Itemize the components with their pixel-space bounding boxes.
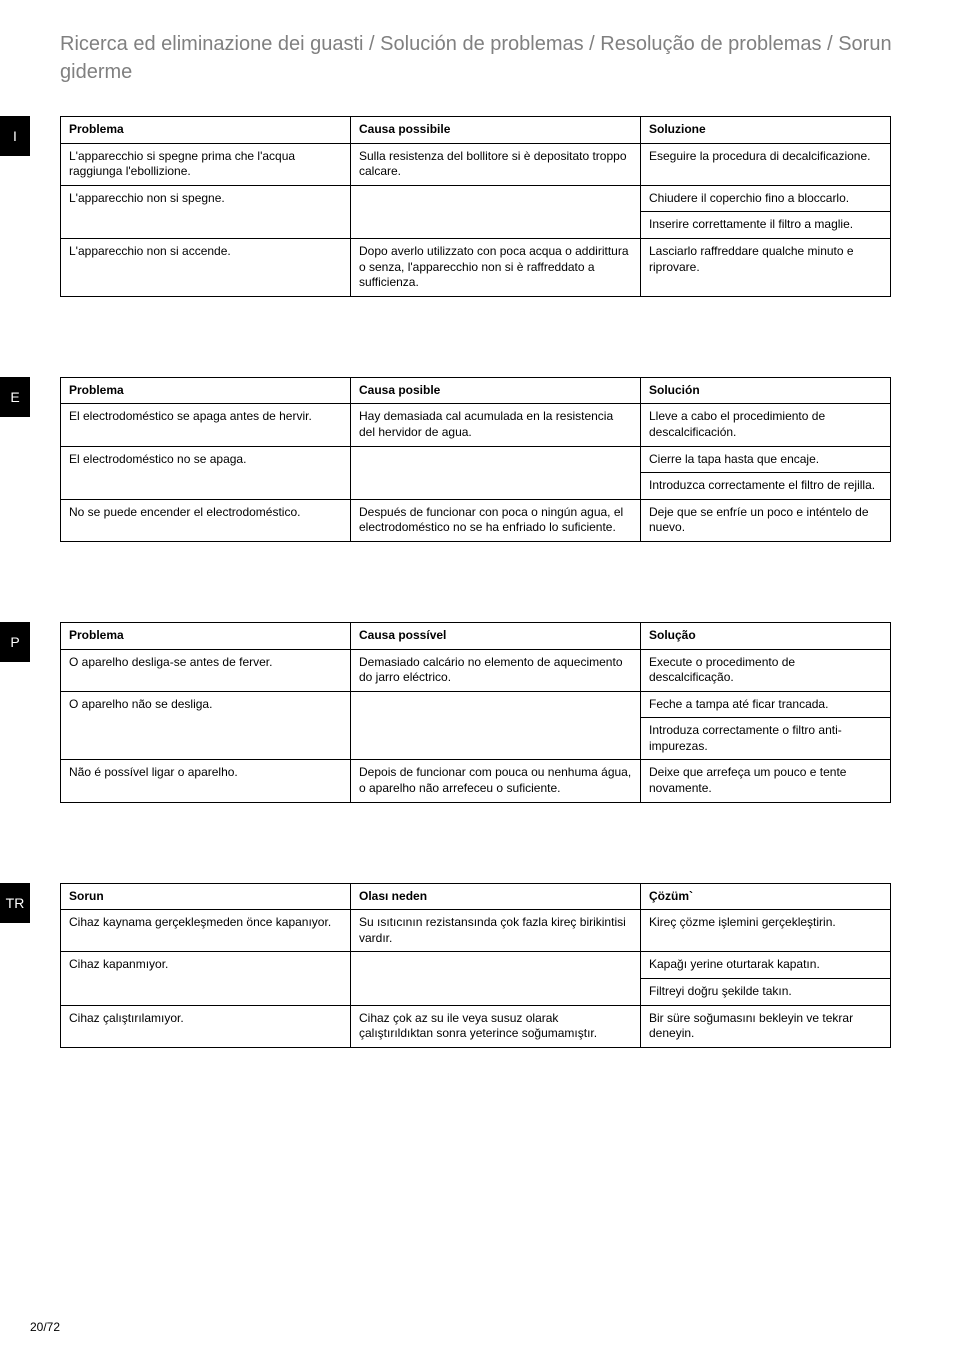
table-header: Causa posible (351, 377, 641, 404)
troubleshooting-section: TR SorunOlası nedenÇözüm` Cihaz kaynama ge… (0, 883, 894, 1048)
table-cell: Dopo averlo utilizzato con poca acqua o … (351, 238, 641, 296)
table-row: O aparelho não se desliga.Feche a tampa … (61, 691, 891, 718)
table-cell: Deixe que arrefeça um pouco e tente nova… (641, 760, 891, 802)
table-cell (351, 185, 641, 238)
table-cell (351, 691, 641, 760)
table-cell: No se puede encender el electrodoméstico… (61, 499, 351, 541)
table-cell: O aparelho desliga-se antes de ferver. (61, 649, 351, 691)
table-cell: Depois de funcionar com pouca ou nenhuma… (351, 760, 641, 802)
table-row: Não é possível ligar o aparelho.Depois d… (61, 760, 891, 802)
language-tab: TR (0, 883, 30, 923)
table-row: Cihaz kaynama gerçekleşmeden önce kapanı… (61, 910, 891, 952)
table-header: Solução (641, 622, 891, 649)
table-header: Soluzione (641, 117, 891, 144)
table-cell: Sulla resistenza del bollitore si è depo… (351, 143, 641, 185)
table-header: Problema (61, 117, 351, 144)
table-row: L'apparecchio si spegne prima che l'acqu… (61, 143, 891, 185)
troubleshooting-table: ProblemaCausa possibileSoluzione L'appare… (60, 116, 891, 297)
table-cell: Kapağı yerine oturtarak kapatın. (641, 952, 891, 979)
table-row: El electrodoméstico se apaga antes de he… (61, 404, 891, 446)
table-cell (351, 446, 641, 499)
table-header: Sorun (61, 883, 351, 910)
table-cell: Cihaz kaynama gerçekleşmeden önce kapanı… (61, 910, 351, 952)
table-cell: Feche a tampa até ficar trancada. (641, 691, 891, 718)
table-cell: O aparelho não se desliga. (61, 691, 351, 760)
table-cell: Cihaz kapanmıyor. (61, 952, 351, 1005)
table-cell: Lasciarlo raffreddare qualche minuto e r… (641, 238, 891, 296)
table-row: Cihaz çalıştırılamıyor.Cihaz çok az su i… (61, 1005, 891, 1047)
language-tab: E (0, 377, 30, 417)
table-row: L'apparecchio non si spegne.Chiudere il … (61, 185, 891, 212)
troubleshooting-section: I ProblemaCausa possibileSoluzione L'appar… (0, 116, 894, 297)
table-cell: Cihaz çalıştırılamıyor. (61, 1005, 351, 1047)
table-cell: Bir süre soğumasını bekleyin ve tekrar d… (641, 1005, 891, 1047)
language-tab: P (0, 622, 30, 662)
troubleshooting-table: ProblemaCausa possívelSoluçãoO aparelho … (60, 622, 891, 803)
troubleshooting-table: SorunOlası nedenÇözüm` Cihaz kaynama gerç… (60, 883, 891, 1048)
table-cell: Hay demasiada cal acumulada en la resist… (351, 404, 641, 446)
table-cell: Execute o procedimento de descalcificaçã… (641, 649, 891, 691)
table-cell: L'apparecchio non si accende. (61, 238, 351, 296)
table-cell: Eseguire la procedura di decalcificazion… (641, 143, 891, 185)
troubleshooting-section: E ProblemaCausa posibleSolución El electro… (0, 377, 894, 542)
table-cell: L'apparecchio non si spegne. (61, 185, 351, 238)
table-cell: Não é possível ligar o aparelho. (61, 760, 351, 802)
table-header: Çözüm` (641, 883, 891, 910)
table-cell: Cierre la tapa hasta que encaje. (641, 446, 891, 473)
language-tab: I (0, 116, 30, 156)
table-cell (351, 952, 641, 1005)
table-row: Cihaz kapanmıyor.Kapağı yerine oturtarak… (61, 952, 891, 979)
table-cell: L'apparecchio si spegne prima che l'acqu… (61, 143, 351, 185)
table-cell: Chiudere il coperchio fino a bloccarlo. (641, 185, 891, 212)
table-header: Problema (61, 622, 351, 649)
table-cell: Deje que se enfríe un poco e inténtelo d… (641, 499, 891, 541)
page-number: 20/72 (30, 1320, 60, 1334)
table-cell: Kireç çözme işlemini gerçekleştirin. (641, 910, 891, 952)
table-header: Olası neden (351, 883, 641, 910)
table-row: L'apparecchio non si accende.Dopo averlo… (61, 238, 891, 296)
table-row: No se puede encender el electrodoméstico… (61, 499, 891, 541)
table-cell: Inserire correttamente il filtro a magli… (641, 212, 891, 239)
table-cell: Lleve a cabo el procedimiento de descalc… (641, 404, 891, 446)
table-cell: Demasiado calcário no elemento de aqueci… (351, 649, 641, 691)
troubleshooting-table: ProblemaCausa posibleSolución El electrod… (60, 377, 891, 542)
table-cell: Después de funcionar con poca o ningún a… (351, 499, 641, 541)
troubleshooting-section: PProblemaCausa possívelSoluçãoO aparelho… (0, 622, 894, 803)
table-cell: El electrodoméstico se apaga antes de he… (61, 404, 351, 446)
table-row: O aparelho desliga-se antes de ferver.De… (61, 649, 891, 691)
page-title: Ricerca ed eliminazione dei guasti / Sol… (60, 30, 894, 86)
table-cell: Introduzca correctamente el filtro de re… (641, 473, 891, 500)
table-header: Causa possibile (351, 117, 641, 144)
table-cell: El electrodoméstico no se apaga. (61, 446, 351, 499)
table-header: Causa possível (351, 622, 641, 649)
table-cell: Filtreyi doğru şekilde takın. (641, 979, 891, 1006)
table-cell: Cihaz çok az su ile veya susuz olarak ça… (351, 1005, 641, 1047)
table-row: El electrodoméstico no se apaga.Cierre l… (61, 446, 891, 473)
table-header: Problema (61, 377, 351, 404)
table-cell: Introduza correctamente o filtro anti-im… (641, 718, 891, 760)
table-cell: Su ısıtıcının rezistansında çok fazla ki… (351, 910, 641, 952)
table-header: Solución (641, 377, 891, 404)
